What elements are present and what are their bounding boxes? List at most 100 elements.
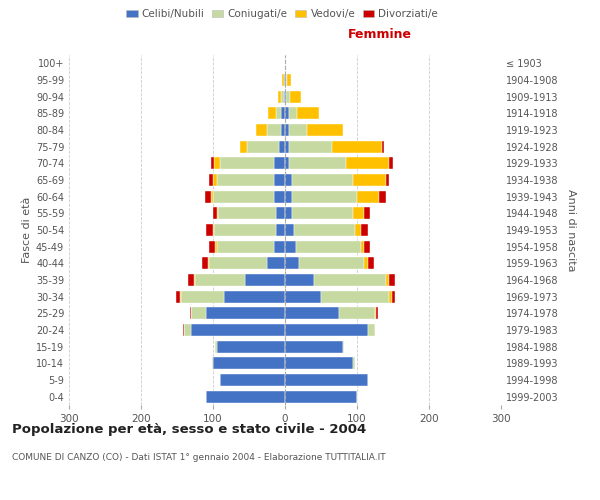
Bar xyxy=(307,124,343,136)
Bar xyxy=(191,308,206,320)
Bar xyxy=(392,290,395,302)
Bar xyxy=(220,374,285,386)
Bar xyxy=(284,90,285,102)
Bar xyxy=(287,74,291,86)
Bar xyxy=(353,174,386,186)
Bar xyxy=(211,190,213,202)
Bar xyxy=(285,358,353,370)
Bar xyxy=(361,240,364,252)
Bar xyxy=(297,108,319,120)
Bar xyxy=(389,290,392,302)
Bar xyxy=(332,140,382,152)
Bar xyxy=(183,324,184,336)
Bar xyxy=(190,308,191,320)
Bar xyxy=(364,258,368,270)
Bar xyxy=(206,390,285,402)
Bar xyxy=(209,258,267,270)
Bar xyxy=(184,324,191,336)
Bar xyxy=(389,158,393,170)
Bar xyxy=(213,208,217,220)
Bar xyxy=(275,208,285,220)
Bar xyxy=(191,324,285,336)
Bar xyxy=(279,140,285,152)
Bar xyxy=(285,224,293,236)
Bar xyxy=(286,90,290,102)
Bar xyxy=(213,174,217,186)
Bar xyxy=(214,158,220,170)
Bar xyxy=(281,124,285,136)
Bar xyxy=(281,108,285,120)
Bar xyxy=(275,224,285,236)
Bar xyxy=(239,140,247,152)
Bar xyxy=(275,108,281,120)
Bar xyxy=(180,290,181,302)
Bar xyxy=(289,108,297,120)
Bar xyxy=(376,308,378,320)
Bar xyxy=(357,190,379,202)
Bar xyxy=(285,90,286,102)
Bar xyxy=(278,90,281,102)
Bar xyxy=(209,174,213,186)
Bar xyxy=(206,308,285,320)
Bar xyxy=(188,274,194,286)
Bar xyxy=(214,224,275,236)
Bar xyxy=(368,324,375,336)
Bar xyxy=(285,390,357,402)
Bar xyxy=(220,158,274,170)
Bar xyxy=(292,208,353,220)
Bar xyxy=(285,108,289,120)
Bar xyxy=(213,358,285,370)
Bar xyxy=(285,290,321,302)
Bar xyxy=(267,124,281,136)
Bar xyxy=(386,174,389,186)
Bar xyxy=(292,174,353,186)
Bar xyxy=(285,258,299,270)
Bar xyxy=(361,224,368,236)
Bar xyxy=(284,74,285,86)
Bar xyxy=(212,358,213,370)
Bar xyxy=(293,224,355,236)
Bar xyxy=(379,190,386,202)
Text: Popolazione per età, sesso e stato civile - 2004: Popolazione per età, sesso e stato civil… xyxy=(12,422,366,436)
Bar xyxy=(205,190,211,202)
Bar xyxy=(256,124,267,136)
Bar xyxy=(353,208,364,220)
Bar xyxy=(217,240,274,252)
Bar xyxy=(299,258,364,270)
Bar xyxy=(389,274,395,286)
Bar xyxy=(217,340,285,352)
Bar xyxy=(267,258,285,270)
Bar xyxy=(296,240,361,252)
Bar xyxy=(285,74,286,86)
Text: Femmine: Femmine xyxy=(348,28,412,41)
Y-axis label: Anni di nascita: Anni di nascita xyxy=(566,188,575,271)
Bar xyxy=(194,274,195,286)
Bar xyxy=(382,140,383,152)
Bar xyxy=(339,308,375,320)
Bar xyxy=(217,208,218,220)
Bar xyxy=(285,158,289,170)
Bar xyxy=(247,140,279,152)
Bar xyxy=(213,190,274,202)
Bar xyxy=(215,340,217,352)
Bar xyxy=(285,324,368,336)
Legend: Celibi/Nubili, Coniugati/e, Vedovi/e, Divorziati/e: Celibi/Nubili, Coniugati/e, Vedovi/e, Di… xyxy=(122,5,442,24)
Bar xyxy=(375,308,376,320)
Bar xyxy=(274,190,285,202)
Bar xyxy=(274,158,285,170)
Bar xyxy=(285,174,292,186)
Bar xyxy=(245,274,285,286)
Bar xyxy=(285,374,368,386)
Bar xyxy=(215,240,217,252)
Bar xyxy=(285,308,339,320)
Bar xyxy=(285,274,314,286)
Bar xyxy=(285,340,343,352)
Bar xyxy=(289,124,307,136)
Bar xyxy=(285,208,292,220)
Bar xyxy=(285,124,289,136)
Bar xyxy=(217,174,274,186)
Bar xyxy=(289,140,332,152)
Bar xyxy=(274,240,285,252)
Bar xyxy=(176,290,180,302)
Bar xyxy=(353,358,355,370)
